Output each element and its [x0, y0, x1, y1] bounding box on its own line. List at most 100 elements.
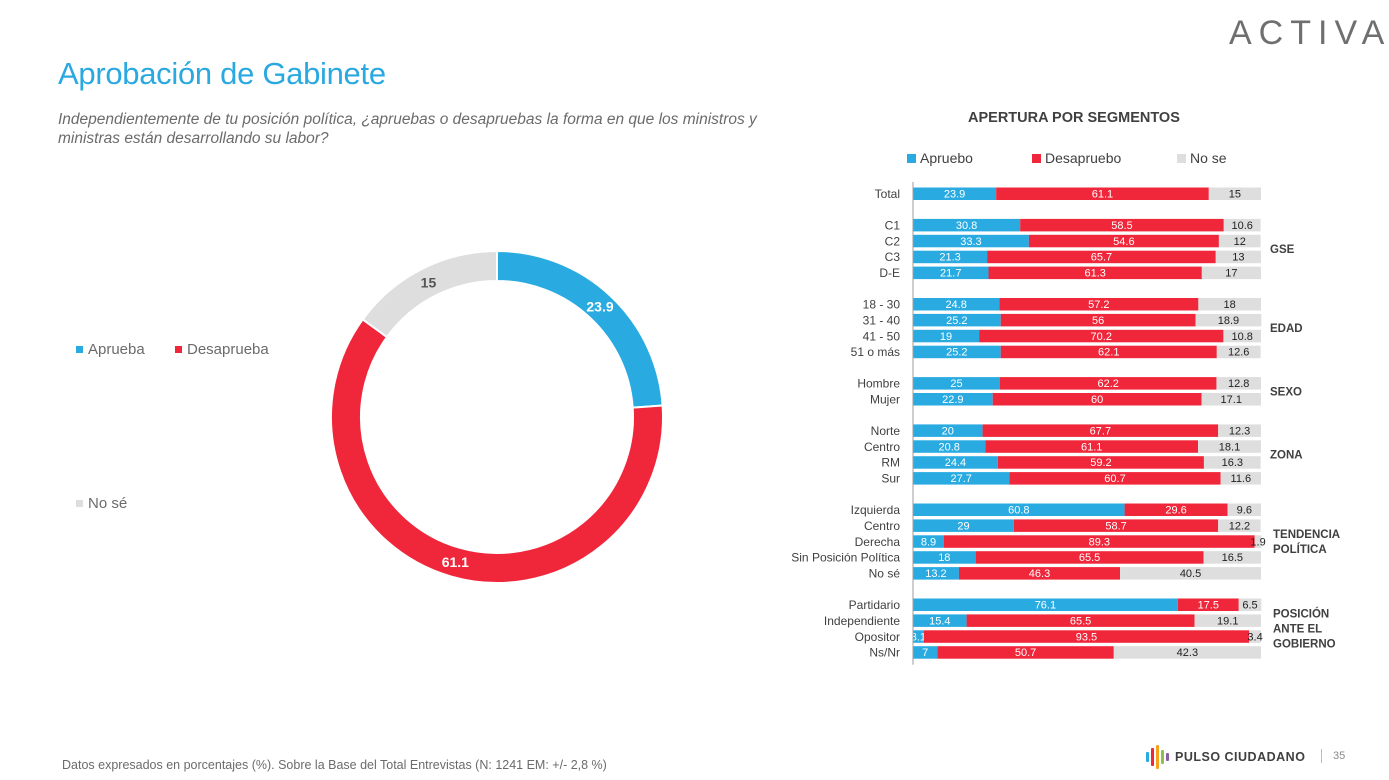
bar-value: 12.3	[1229, 425, 1250, 437]
bar-value: 22.9	[942, 394, 963, 406]
bar-value: 24.4	[945, 457, 966, 469]
bar-segment	[913, 472, 1010, 485]
row-label: C3	[885, 250, 901, 264]
bar-segment	[975, 551, 1204, 564]
bar-value: 18.9	[1218, 315, 1239, 327]
bar-value: 21.3	[939, 252, 960, 264]
bar-segment	[1216, 345, 1261, 359]
bar-segment	[1195, 313, 1262, 327]
page-number: 35	[1333, 750, 1346, 762]
row-label: Total	[875, 187, 900, 201]
bar-segment	[1201, 393, 1261, 406]
bar-segment	[1227, 503, 1261, 516]
bar-value: 7	[922, 647, 928, 659]
bar-value: 19	[940, 331, 952, 343]
donut-label: 61.1	[442, 554, 469, 570]
bar-segment	[997, 456, 1204, 469]
row-label: C2	[885, 234, 901, 248]
bar-segment	[982, 424, 1219, 437]
bar-segment	[1198, 440, 1261, 453]
bar-value: 18	[1224, 299, 1236, 311]
bar-value: 59.2	[1090, 457, 1111, 469]
bar-segment	[913, 535, 944, 548]
group-label: EDAD	[1270, 323, 1303, 335]
bar-value: 60.8	[1008, 505, 1029, 517]
bar-value: 18.1	[1219, 441, 1240, 453]
bar-value: 65.7	[1091, 252, 1112, 264]
bar-value: 3.4	[1247, 631, 1262, 643]
bar-segment	[1223, 218, 1261, 232]
bar-segment	[1000, 345, 1217, 359]
bar-value: 61.1	[1081, 441, 1102, 453]
footer-note: Datos expresados en porcentajes (%). Sob…	[62, 758, 607, 772]
bar-value: 29	[957, 520, 969, 532]
row-label: Mujer	[870, 393, 900, 407]
bar-value: 50.7	[1015, 647, 1036, 659]
bar-segment	[1009, 472, 1221, 485]
bar-segment	[1000, 313, 1196, 327]
bar-segment	[1201, 266, 1261, 280]
bar-segment	[979, 329, 1224, 343]
bar-segment	[913, 313, 1001, 327]
bar-value: 62.1	[1098, 347, 1119, 359]
bar-value: 60	[1091, 394, 1103, 406]
bar-value: 56	[1092, 315, 1104, 327]
bar-segment	[1177, 598, 1239, 611]
legend-swatch	[1032, 153, 1041, 163]
bar-segment	[1113, 646, 1261, 659]
bar-segment	[913, 234, 1029, 248]
bar-segment	[913, 630, 924, 643]
bar-value: 12.8	[1228, 378, 1249, 390]
bar-value: 60.7	[1104, 473, 1125, 485]
bar-value: 19.1	[1217, 615, 1238, 627]
logo-bar	[1156, 745, 1159, 769]
bar-segment	[1000, 377, 1217, 390]
legend-swatch	[76, 346, 83, 353]
bar-value: 61.3	[1084, 268, 1105, 280]
group-label: ANTE EL	[1273, 624, 1322, 636]
logo-bar	[1146, 752, 1149, 762]
legend-label: No sé	[88, 495, 128, 512]
bar-segment	[913, 345, 1001, 359]
logo-bar	[1161, 750, 1164, 764]
bar-value: 13.2	[925, 568, 946, 580]
bar-value: 24.8	[945, 299, 966, 311]
bar-segment	[988, 266, 1202, 280]
bar-value: 16.5	[1222, 552, 1243, 564]
bar-value: 33.3	[960, 236, 981, 248]
group-label: GOBIERNO	[1273, 639, 1336, 651]
bar-value: 54.6	[1113, 236, 1134, 248]
bar-segment	[913, 567, 959, 580]
legend-label: Aprueba	[88, 341, 145, 358]
legend-item-desaprueba: Desaprueba	[175, 341, 269, 358]
bar-value: 70.2	[1091, 331, 1112, 343]
bar-segment	[992, 393, 1202, 406]
bar-value: 57.2	[1088, 299, 1109, 311]
bar-segment	[1203, 456, 1261, 469]
bar-value: 17.1	[1221, 394, 1242, 406]
bar-segment	[913, 266, 989, 280]
row-label: Partidario	[849, 598, 901, 612]
legend-swatch	[76, 500, 83, 507]
row-label: 31 - 40	[863, 313, 901, 327]
page-separator	[1321, 749, 1322, 763]
row-label: Derecha	[855, 535, 901, 549]
bar-segment	[996, 187, 1209, 200]
bar-value: 13	[1232, 252, 1244, 264]
bar-value: 30.8	[956, 220, 977, 232]
bar-segment	[1254, 535, 1262, 548]
bar-segment	[1208, 187, 1261, 200]
bar-segment	[1216, 377, 1261, 390]
row-label: Hombre	[857, 377, 900, 391]
row-label: D-E	[879, 266, 900, 280]
bar-segment	[913, 519, 1014, 532]
bar-value: 25.2	[946, 347, 967, 359]
bar-value: 62.2	[1098, 378, 1119, 390]
row-label: 41 - 50	[863, 329, 901, 343]
bar-value: 15	[1229, 189, 1241, 201]
bar-segment	[1198, 298, 1261, 311]
bar-segment	[913, 218, 1021, 232]
group-label: TENDENCIA	[1273, 529, 1340, 541]
legend-label: Desaprueba	[187, 341, 269, 358]
